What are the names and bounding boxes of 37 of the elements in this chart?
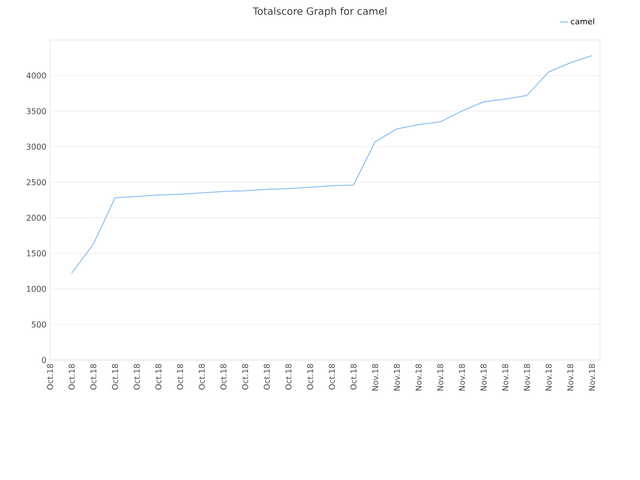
x-tick-label: Oct.18 xyxy=(242,364,248,390)
x-tick-label: Oct.18 xyxy=(155,364,162,390)
x-tick-label: Oct.18 xyxy=(134,364,140,390)
x-tick-label: Nov.18 xyxy=(502,364,508,390)
x-tick-label: Nov.18 xyxy=(524,364,530,390)
x-tick-label: Oct.18 xyxy=(90,364,96,390)
y-tick-label: 3500 xyxy=(26,108,46,114)
x-tick-label: Nov.18 xyxy=(546,364,552,390)
x-tick-label: Nov.18 xyxy=(567,364,574,390)
x-tick-label: Oct.18 xyxy=(285,364,292,390)
y-tick-label: 500 xyxy=(32,321,46,328)
y-tick-label: 1500 xyxy=(26,250,46,256)
x-tick-label: Nov.18 xyxy=(458,364,465,390)
x-tick-label: Oct.18 xyxy=(264,364,270,390)
x-tick-label: Oct.18 xyxy=(112,364,118,390)
x-tick-label: Nov.18 xyxy=(480,364,487,390)
x-tick-label: Oct.18 xyxy=(220,364,226,390)
x-tick-label: Oct.18 xyxy=(177,364,184,390)
chart-title: Totalscore Graph for camel xyxy=(252,7,386,17)
x-tick-label: Nov.18 xyxy=(437,364,444,390)
x-tick-label: Oct.18 xyxy=(307,364,314,390)
x-tick-label: Nov.18 xyxy=(416,364,422,390)
y-tick-label: 4000 xyxy=(26,72,46,79)
x-tick-label: Nov.18 xyxy=(394,364,400,390)
y-tick-label: 3000 xyxy=(26,144,46,150)
legend-label: camel xyxy=(571,18,594,24)
y-tick-label: 1000 xyxy=(26,286,46,292)
y-tick-label: 2500 xyxy=(26,179,46,186)
x-tick-label: Oct.18 xyxy=(46,364,54,390)
x-tick-label: Nov.18 xyxy=(372,364,378,390)
x-tick-label: Nov.18 xyxy=(588,364,596,390)
y-tick-label: 0 xyxy=(42,356,46,364)
x-tick-label: Oct.18 xyxy=(68,364,75,390)
y-tick-label: 2000 xyxy=(26,214,46,221)
x-tick-label: Oct.18 xyxy=(328,364,335,390)
x-tick-label: Oct.18 xyxy=(350,364,357,390)
x-tick-label: Oct.18 xyxy=(198,364,205,390)
